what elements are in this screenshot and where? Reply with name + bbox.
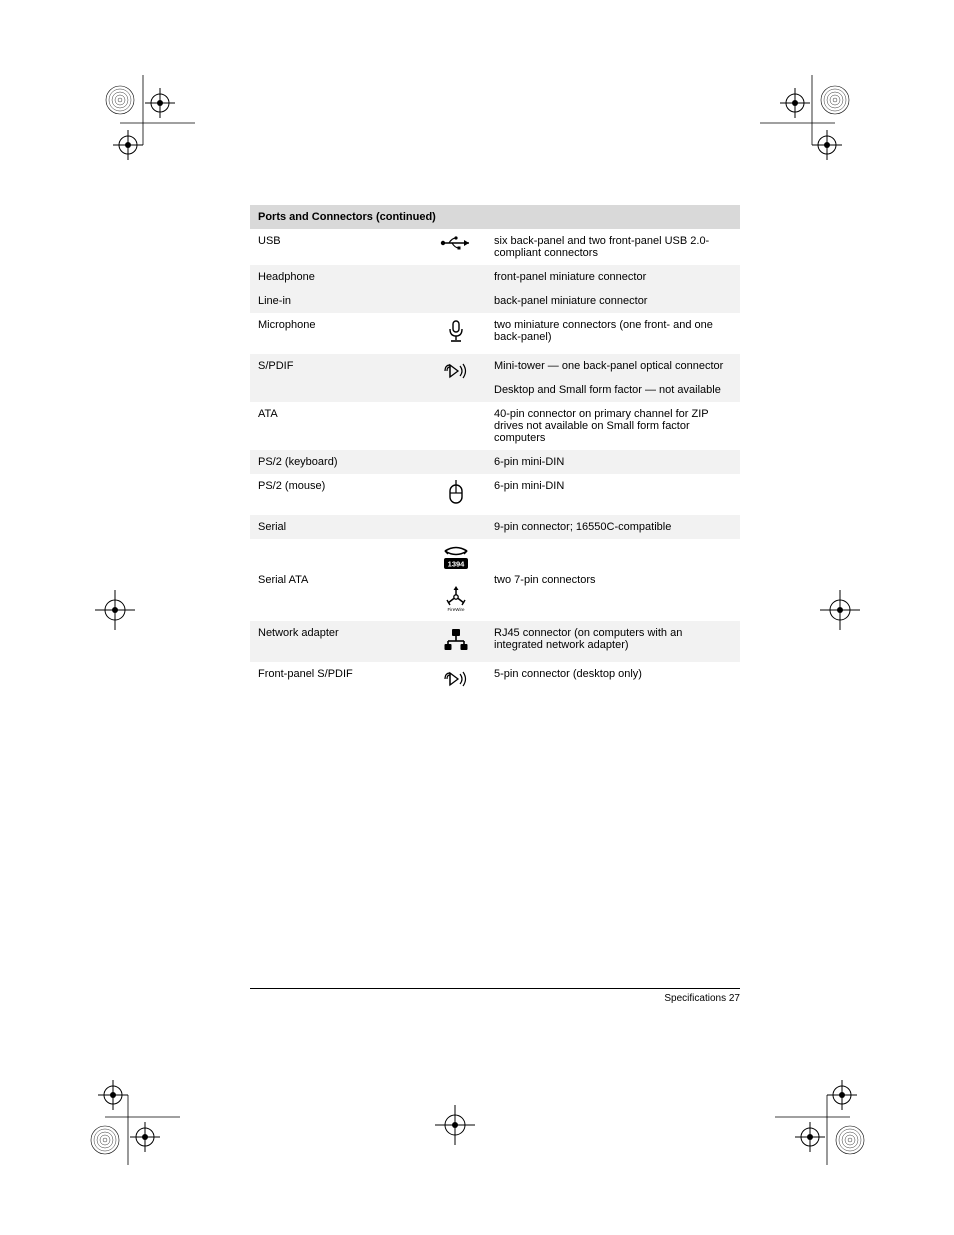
svg-text:FireWire: FireWire <box>448 607 465 612</box>
spec-table: Ports and Connectors (continued) USB six… <box>250 205 740 699</box>
row-label: PS/2 (mouse) <box>250 474 426 515</box>
row-desc: 6-pin mini-DIN <box>486 450 740 474</box>
table-row: PS/2 (mouse) 6-pin mini-DIN <box>250 474 740 515</box>
firewire-icon: FireWire <box>426 580 486 621</box>
row-label: Headphone <box>250 265 426 289</box>
row-desc: RJ45 connector (on computers with an int… <box>486 621 740 662</box>
page-footer: Specifications 27 <box>250 988 740 1004</box>
row-desc: 6-pin mini-DIN <box>486 474 740 515</box>
row-label: PS/2 (keyboard) <box>250 450 426 474</box>
crop-mark-tl <box>95 75 215 195</box>
table-row: Line-in back-panel miniature connector <box>250 289 740 313</box>
row-desc: 5-pin connector (desktop only) <box>486 662 740 699</box>
table-row: Microphone two miniature connectors (one… <box>250 313 740 354</box>
row-desc: two miniature connectors (one front- and… <box>486 313 740 354</box>
spdif-icon <box>426 354 486 402</box>
table-header-row: Ports and Connectors (continued) <box>250 205 740 229</box>
row-desc: 40-pin connector on primary channel for … <box>486 402 740 450</box>
table-row: USB six back-panel and two front-panel U… <box>250 229 740 265</box>
row-label: Microphone <box>250 313 426 354</box>
row-label: Serial <box>250 515 426 539</box>
table-row: Headphone front-panel miniature connecto… <box>250 265 740 289</box>
row-label: Line-in <box>250 289 426 313</box>
row-label: Network adapter <box>250 621 426 662</box>
row-label: Front-panel S/PDIF <box>250 662 426 699</box>
row-desc: 9-pin connector; 16550C-compatible <box>486 515 740 539</box>
row-label: USB <box>250 229 426 265</box>
table-row: Serial ATA 1394 two 7-pin connectors <box>250 539 740 580</box>
spdif-icon <box>426 662 486 699</box>
table-row: S/PDIF Mini-tower — one back-panel optic… <box>250 354 740 402</box>
crop-mark-br <box>755 1045 875 1165</box>
table-row: Serial 9-pin connector; 16550C-compatibl… <box>250 515 740 539</box>
mouse-icon <box>426 474 486 515</box>
crop-mark-tr <box>740 75 860 195</box>
section-heading: Ports and Connectors (continued) <box>250 205 740 229</box>
svg-text:1394: 1394 <box>448 560 466 569</box>
row-desc: front-panel miniature connector <box>486 265 740 289</box>
row-label: ATA <box>250 402 426 450</box>
usb-icon <box>426 229 486 265</box>
row-desc: six back-panel and two front-panel USB 2… <box>486 229 740 265</box>
table-row: Front-panel S/PDIF 5-pin connector (desk… <box>250 662 740 699</box>
row-label: Serial ATA <box>250 539 426 621</box>
crop-mark-mb <box>430 1100 480 1150</box>
table-row: ATA 40-pin connector on primary channel … <box>250 402 740 450</box>
microphone-icon <box>426 313 486 354</box>
crop-mark-mr <box>815 585 865 635</box>
crop-mark-ml <box>90 585 140 635</box>
crop-mark-bl <box>80 1045 200 1165</box>
table-row: PS/2 (keyboard) 6-pin mini-DIN <box>250 450 740 474</box>
row-desc: back-panel miniature connector <box>486 289 740 313</box>
spec-table-container: Ports and Connectors (continued) USB six… <box>250 205 740 699</box>
table-row: Network adapter RJ45 connector (on compu… <box>250 621 740 662</box>
ieee1394-icon: 1394 <box>426 539 486 580</box>
row-desc: Mini-tower — one back-panel optical conn… <box>486 354 740 402</box>
row-desc: two 7-pin connectors <box>486 539 740 621</box>
network-icon <box>426 621 486 662</box>
footer-text: Specifications 27 <box>664 993 740 1004</box>
row-label: S/PDIF <box>250 354 426 402</box>
